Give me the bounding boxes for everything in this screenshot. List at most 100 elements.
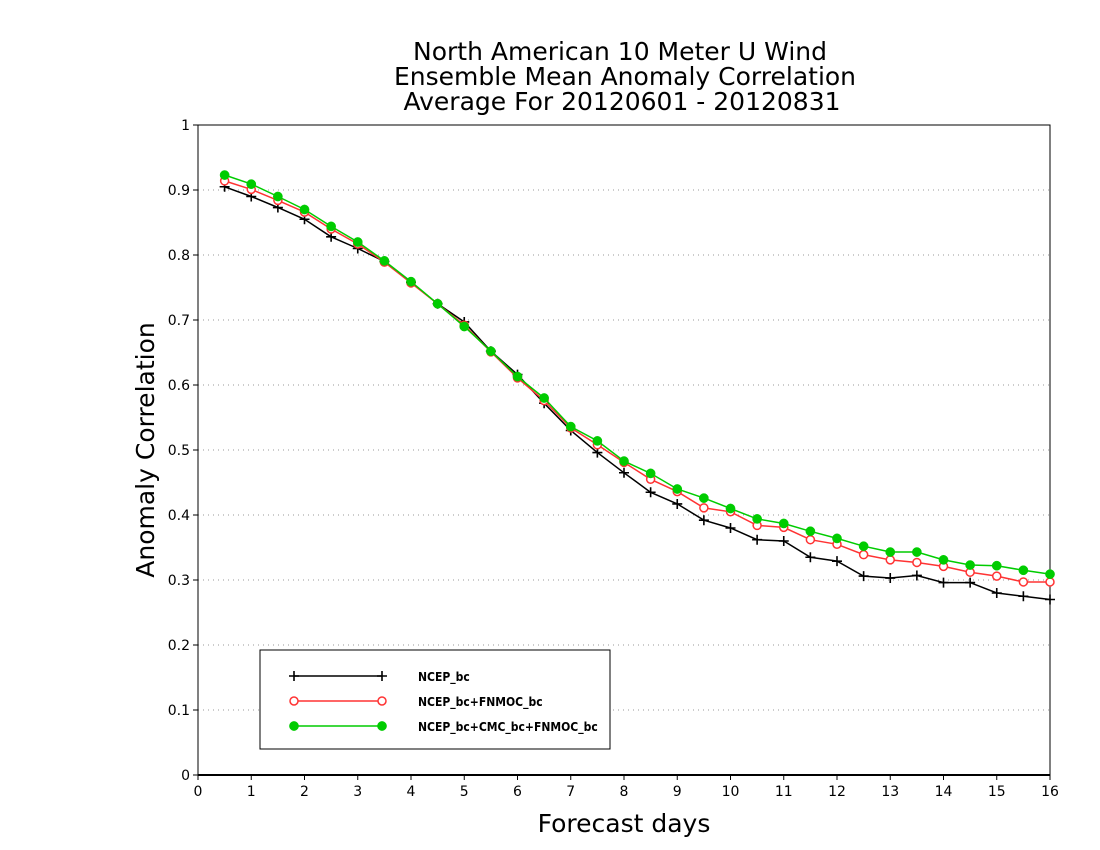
- legend-marker-0-end: [377, 671, 387, 681]
- point-2-2: [273, 191, 283, 202]
- legend-label-1: NCEP_bc+FNMOC_bc: [418, 695, 543, 710]
- x-tick-label-13: 13: [881, 784, 899, 800]
- point-2-24: [858, 541, 869, 552]
- point-2-4: [326, 221, 336, 232]
- legend-marker-2-end: [377, 721, 387, 731]
- point-1-29: [992, 571, 1002, 581]
- point-0-18: [698, 515, 709, 526]
- chart-title: North American 10 Meter U Wind Ensemble …: [394, 37, 856, 116]
- legend-box: [259, 649, 611, 750]
- y-tick-label-5: 0.5: [168, 443, 190, 459]
- point-2-5: [352, 237, 363, 247]
- title-line-1: North American 10 Meter U Wind: [413, 37, 827, 66]
- y-tick-label-2: 0.2: [168, 638, 190, 654]
- point-1-22: [805, 534, 816, 545]
- series-1: [219, 176, 1055, 587]
- legend-marker-0-start: [289, 671, 299, 681]
- point-1-31: [1045, 577, 1055, 587]
- gridlines: [198, 124, 1050, 711]
- point-2-18: [699, 493, 709, 503]
- point-0-15: [619, 467, 629, 478]
- point-0-30: [1018, 591, 1029, 602]
- series-2: [219, 170, 1055, 580]
- x-tick-label-6: 6: [513, 784, 522, 800]
- point-0-27: [938, 577, 949, 588]
- point-2-14: [592, 436, 603, 446]
- point-2-11: [512, 371, 523, 382]
- series-line-0: [224, 186, 1051, 601]
- title-line-2: Ensemble Mean Anomaly Correlation: [394, 62, 856, 91]
- point-2-0: [219, 170, 230, 180]
- point-2-8: [432, 298, 443, 309]
- legend: NCEP_bc NCEP_bc+FNMOC_bc NCEP_bc+CMC_bc+FN…: [259, 649, 611, 750]
- point-0-21: [778, 536, 789, 546]
- point-2-13: [565, 421, 576, 432]
- point-2-10: [486, 346, 496, 357]
- point-2-23: [832, 533, 842, 544]
- point-2-31: [1045, 569, 1055, 580]
- point-2-15: [619, 456, 629, 466]
- x-tick-label-1: 1: [247, 784, 256, 800]
- axes: 00.10.20.30.40.50.60.70.80.910 1 2 3 4 5 6 7 8 9 1…: [168, 118, 1059, 800]
- y-tick-label-4: 0.4: [168, 508, 190, 524]
- x-tick-label-14: 14: [935, 784, 953, 800]
- y-tick-label-3: 0.3: [168, 573, 190, 589]
- point-2-27: [938, 555, 949, 565]
- point-2-21: [778, 518, 789, 529]
- point-0-25: [885, 573, 896, 584]
- point-1-26: [912, 557, 922, 568]
- point-0-28: [965, 577, 976, 588]
- x-tick-label-15: 15: [988, 784, 1006, 800]
- series-line-1: [224, 180, 1050, 583]
- point-2-26: [912, 547, 922, 557]
- point-2-6: [379, 256, 390, 266]
- point-2-29: [991, 560, 1002, 571]
- point-1-25: [885, 555, 895, 565]
- point-2-19: [725, 503, 736, 514]
- point-2-16: [645, 468, 656, 479]
- point-0-31: [1045, 594, 1055, 605]
- point-0-20: [752, 534, 763, 545]
- point-2-12: [539, 393, 549, 403]
- point-0-26: [911, 570, 922, 581]
- y-tick-label-7: 0.7: [168, 313, 190, 329]
- legend-marker-1-start: [289, 696, 299, 706]
- x-tick-label-7: 7: [566, 784, 575, 800]
- point-2-28: [965, 560, 975, 570]
- point-1-18: [699, 503, 709, 513]
- x-tick-label-10: 10: [722, 784, 740, 800]
- y-tick-label-10: 1: [181, 118, 190, 134]
- point-2-20: [752, 514, 762, 524]
- y-tick-label-1: 0.1: [168, 703, 190, 719]
- point-1-24: [858, 549, 869, 560]
- legend-marker-1-end: [377, 696, 387, 706]
- series-lines: [219, 170, 1055, 605]
- x-axis-label: Forecast days: [538, 809, 711, 838]
- x-tick-label-5: 5: [460, 784, 469, 800]
- x-tick-label-4: 4: [407, 784, 416, 800]
- point-2-22: [805, 526, 816, 537]
- legend-label-0: NCEP_bc: [418, 670, 470, 685]
- point-2-30: [1018, 565, 1029, 576]
- point-2-9: [459, 321, 470, 332]
- x-tick-label-0: 0: [194, 784, 203, 800]
- point-0-29: [991, 588, 1002, 598]
- legend-label-2: NCEP_bc+CMC_bc+FNMOC_bc: [418, 720, 598, 735]
- x-tick-label-11: 11: [775, 784, 793, 800]
- y-axis-label: Anomaly Correlation: [131, 322, 160, 577]
- title-line-3: Average For 20120601 - 20120831: [403, 87, 840, 116]
- point-0-23: [832, 556, 842, 567]
- series-line-2: [224, 174, 1051, 575]
- x-tick-label-9: 9: [673, 784, 682, 800]
- x-tick-label-16: 16: [1041, 784, 1059, 800]
- point-0-16: [645, 487, 656, 498]
- series-0: [219, 181, 1055, 605]
- point-2-25: [885, 547, 896, 557]
- x-tick-label-3: 3: [353, 784, 362, 800]
- point-1-30: [1018, 577, 1029, 587]
- y-tick-label-8: 0.8: [168, 248, 190, 264]
- x-tick-label-8: 8: [620, 784, 629, 800]
- point-0-24: [858, 571, 869, 582]
- point-2-3: [299, 204, 310, 215]
- y-tick-label-9: 0.9: [168, 183, 190, 199]
